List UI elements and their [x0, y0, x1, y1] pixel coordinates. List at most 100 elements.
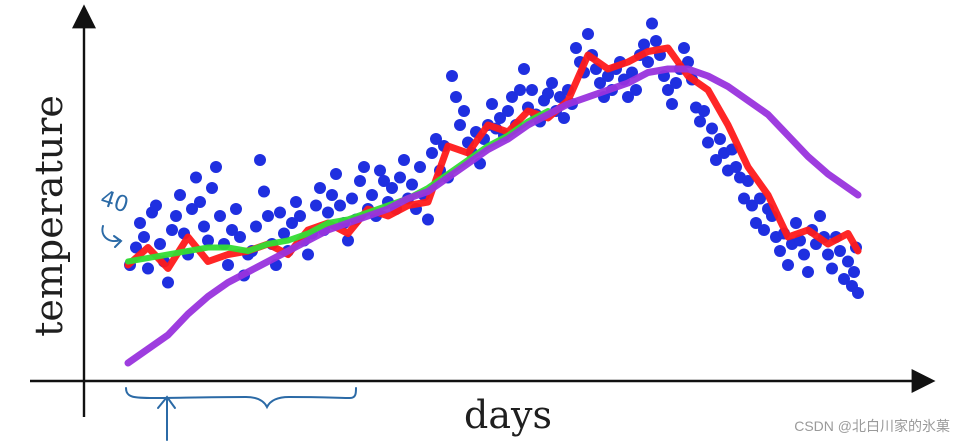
data-point [130, 241, 142, 254]
data-point [678, 42, 690, 54]
data-point [414, 161, 426, 173]
data-point [310, 199, 322, 212]
data-point [838, 273, 850, 285]
data-point [330, 168, 342, 180]
y-axis-title: temperature [27, 95, 71, 337]
data-point [210, 161, 222, 173]
data-point [254, 154, 266, 166]
data-point [754, 192, 766, 205]
handwritten-brace [125, 387, 357, 410]
data-point [622, 91, 634, 103]
trend-line-purple [124, 65, 862, 367]
data-point [582, 28, 594, 40]
data-point [842, 255, 854, 268]
data-point [738, 192, 750, 205]
data-point [190, 171, 202, 184]
data-point [730, 161, 742, 173]
data-point [278, 227, 290, 240]
data-point [848, 266, 860, 278]
data-point [546, 77, 558, 89]
data-point [290, 196, 302, 208]
data-point [458, 105, 470, 117]
data-point [666, 98, 678, 110]
data-point [822, 248, 834, 261]
data-point [638, 38, 650, 51]
data-point [758, 224, 770, 236]
data-point [746, 199, 758, 212]
data-point [378, 175, 390, 187]
data-point [526, 84, 538, 96]
data-point [570, 42, 582, 54]
data-point [650, 35, 662, 47]
data-point [186, 203, 198, 215]
data-point [406, 178, 418, 191]
data-point [174, 189, 186, 201]
data-point [630, 84, 642, 96]
data-point [714, 133, 726, 145]
data-point [430, 133, 442, 145]
data-point [258, 185, 270, 198]
data-point [670, 77, 682, 89]
data-point [834, 245, 846, 257]
data-point [214, 210, 226, 222]
data-point [222, 259, 234, 271]
data-point [706, 122, 718, 135]
data-point [682, 56, 694, 68]
data-point [142, 262, 154, 275]
data-point [366, 189, 378, 201]
data-point [386, 182, 398, 194]
data-point [134, 217, 146, 229]
data-point [450, 91, 462, 103]
data-point [314, 182, 326, 194]
data-point [358, 161, 370, 173]
data-point [342, 234, 354, 247]
data-point [198, 220, 210, 233]
data-point [742, 175, 754, 187]
data-point [750, 217, 762, 229]
data-point [506, 91, 518, 103]
handwritten-up-arrow [157, 395, 176, 441]
data-point [454, 119, 466, 131]
data-point [326, 189, 338, 201]
data-point [558, 112, 570, 124]
data-point [274, 206, 286, 219]
data-point [422, 213, 434, 226]
data-point [162, 276, 174, 289]
data-point [166, 224, 178, 236]
data-point [202, 234, 214, 247]
data-point [698, 105, 710, 117]
data-point [234, 231, 246, 243]
data-point [554, 91, 566, 103]
data-point [826, 262, 838, 275]
data-point [774, 245, 786, 257]
data-point [642, 56, 654, 68]
data-point [790, 217, 802, 229]
data-point [782, 259, 794, 271]
data-point [486, 98, 498, 110]
handwritten-40-label: 40 [97, 186, 131, 218]
data-point [710, 154, 722, 166]
data-point [662, 84, 674, 96]
data-point [542, 87, 554, 100]
data-point [494, 112, 506, 124]
handwritten-arrow [101, 225, 123, 248]
data-point [814, 210, 826, 222]
data-point [602, 70, 614, 82]
data-point [170, 210, 182, 222]
data-point [346, 192, 358, 205]
data-point [154, 238, 166, 250]
data-point [394, 171, 406, 184]
data-point [426, 147, 438, 159]
data-point [262, 210, 274, 222]
data-point [518, 63, 530, 75]
data-point [514, 84, 526, 96]
data-point [322, 206, 334, 219]
data-point [594, 77, 606, 89]
watermark: CSDN @北白川家的氷菓 [794, 418, 950, 434]
data-point [250, 220, 262, 233]
data-point [374, 164, 386, 177]
data-point [230, 203, 242, 215]
data-point [502, 105, 514, 117]
